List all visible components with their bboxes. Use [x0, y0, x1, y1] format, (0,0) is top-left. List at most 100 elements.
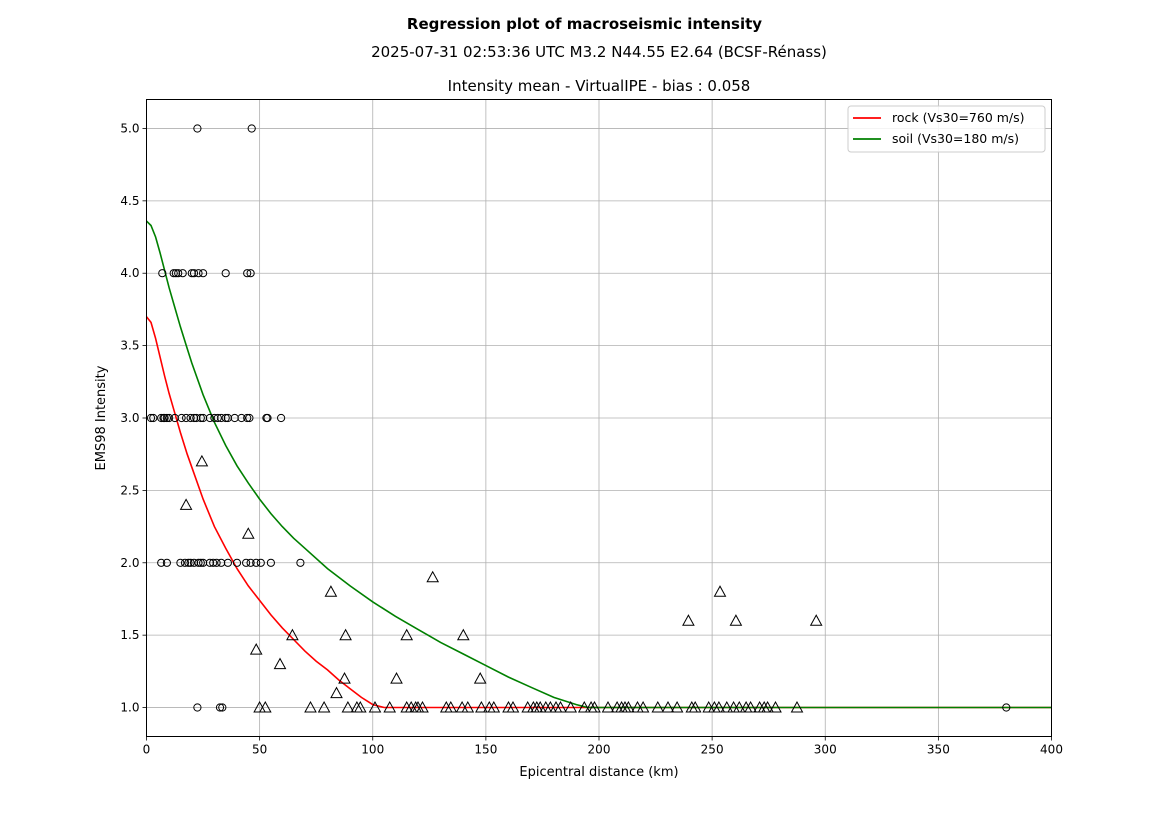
x-tick-label: 100 — [361, 743, 384, 757]
circle-marker — [194, 269, 203, 278]
circle-marker — [174, 269, 183, 278]
x-tick-label: 200 — [588, 743, 611, 757]
plot-title: Intensity mean - VirtualIPE - bias : 0.0… — [448, 77, 751, 95]
triangle-marker — [241, 527, 255, 539]
observation-markers — [146, 124, 1011, 713]
circle-marker — [158, 269, 167, 278]
triangle-marker — [744, 700, 757, 713]
y-tick-label: 1.5 — [120, 628, 139, 642]
event-subtitle: 2025-07-31 02:53:36 UTC M3.2 N44.55 E2.6… — [371, 43, 827, 61]
triangle-marker — [682, 614, 695, 626]
rock-curve — [145, 316, 1052, 709]
circle-marker — [205, 413, 214, 423]
triangle-marker — [651, 700, 665, 713]
triangle-marker — [258, 700, 272, 713]
circle-marker — [177, 413, 186, 423]
y-tick-label: 1.0 — [120, 701, 139, 715]
triangle-marker — [400, 628, 414, 641]
soil-curve — [145, 220, 1052, 709]
triangle-marker — [761, 700, 774, 713]
x-tick-label: 250 — [701, 743, 724, 757]
regression-curves — [145, 220, 1052, 709]
legend-soil-label: soil (Vs30=180 m/s) — [892, 131, 1019, 146]
y-tick-label: 2.5 — [120, 483, 139, 497]
triangle-marker — [688, 700, 702, 713]
circle-marker — [221, 269, 230, 278]
triangle-marker — [601, 700, 615, 713]
circle-marker — [162, 558, 171, 567]
triangle-marker — [317, 700, 331, 713]
circle-marker — [221, 413, 230, 423]
x-axis-label: Epicentral distance (km) — [519, 765, 678, 780]
triangle-marker — [564, 700, 578, 713]
circle-marker — [296, 558, 305, 567]
triangle-marker — [790, 700, 804, 713]
circle-marker — [176, 558, 185, 567]
circle-marker — [263, 413, 272, 423]
triangle-marker — [809, 614, 823, 626]
circle-marker — [247, 124, 256, 133]
triangle-marker — [179, 498, 193, 510]
x-tick-label: 400 — [1040, 743, 1063, 757]
circle-marker — [242, 558, 251, 567]
triangle-marker — [506, 700, 520, 713]
triangle-marker — [456, 628, 470, 641]
triangle-marker — [732, 700, 746, 713]
triangle-marker — [636, 700, 650, 713]
legend-rock-label: rock (Vs30=760 m/s) — [892, 110, 1025, 125]
triangle-marker — [330, 686, 343, 699]
circle-marker — [169, 269, 178, 278]
triangle-marker — [426, 570, 440, 583]
triangle-marker — [473, 672, 487, 684]
triangle-marker — [729, 614, 743, 626]
circle-marker — [243, 413, 252, 423]
triangle-marker — [461, 700, 475, 713]
triangle-marker — [341, 700, 355, 713]
circle-marker — [184, 558, 193, 567]
x-tick-label: 350 — [927, 743, 950, 757]
x-tick-label: 150 — [474, 743, 497, 757]
triangle-marker — [249, 643, 263, 655]
triangle-marker — [769, 700, 782, 713]
circle-marker — [246, 558, 255, 567]
circle-marker — [160, 413, 169, 423]
circle-marker — [146, 413, 156, 423]
triangle-marker — [720, 700, 734, 713]
triangle-marker — [622, 700, 635, 713]
triangle-marker — [368, 700, 382, 713]
triangle-marker — [588, 700, 601, 713]
circle-marker — [1002, 703, 1011, 712]
circle-marker — [245, 413, 254, 423]
triangle-marker — [324, 585, 338, 597]
circle-marker — [149, 413, 158, 423]
circle-marker — [212, 558, 221, 567]
triangle-marker — [577, 700, 591, 713]
circle-marker — [189, 269, 199, 278]
triangle-marker — [670, 700, 684, 713]
triangle-marker — [304, 700, 317, 713]
circle-marker — [194, 558, 203, 567]
circle-marker — [186, 558, 195, 567]
y-tick-label: 4.0 — [120, 266, 139, 280]
x-axis-ticks: 0 50 100 150 200 250 300 350 400 — [143, 736, 1063, 757]
circle-marker — [186, 413, 195, 423]
circle-marker — [232, 558, 242, 567]
triangle-marker — [338, 672, 351, 684]
circle-marker — [218, 703, 227, 712]
circle-marker — [246, 269, 255, 278]
circle-marker — [223, 558, 232, 567]
triangle-marker — [339, 628, 352, 641]
triangle-marker — [286, 628, 299, 641]
triangle-marker — [444, 700, 458, 713]
legend-box — [847, 105, 1046, 153]
y-tick-label: 5.0 — [120, 121, 139, 135]
circle-marker — [209, 558, 218, 567]
circle-marker — [157, 413, 166, 423]
triangle-marker — [390, 672, 403, 684]
circle-marker — [277, 413, 286, 423]
circle-marker — [215, 703, 225, 712]
triangle-marker — [661, 700, 675, 713]
circle-marker — [256, 558, 265, 567]
circle-marker — [199, 269, 208, 278]
